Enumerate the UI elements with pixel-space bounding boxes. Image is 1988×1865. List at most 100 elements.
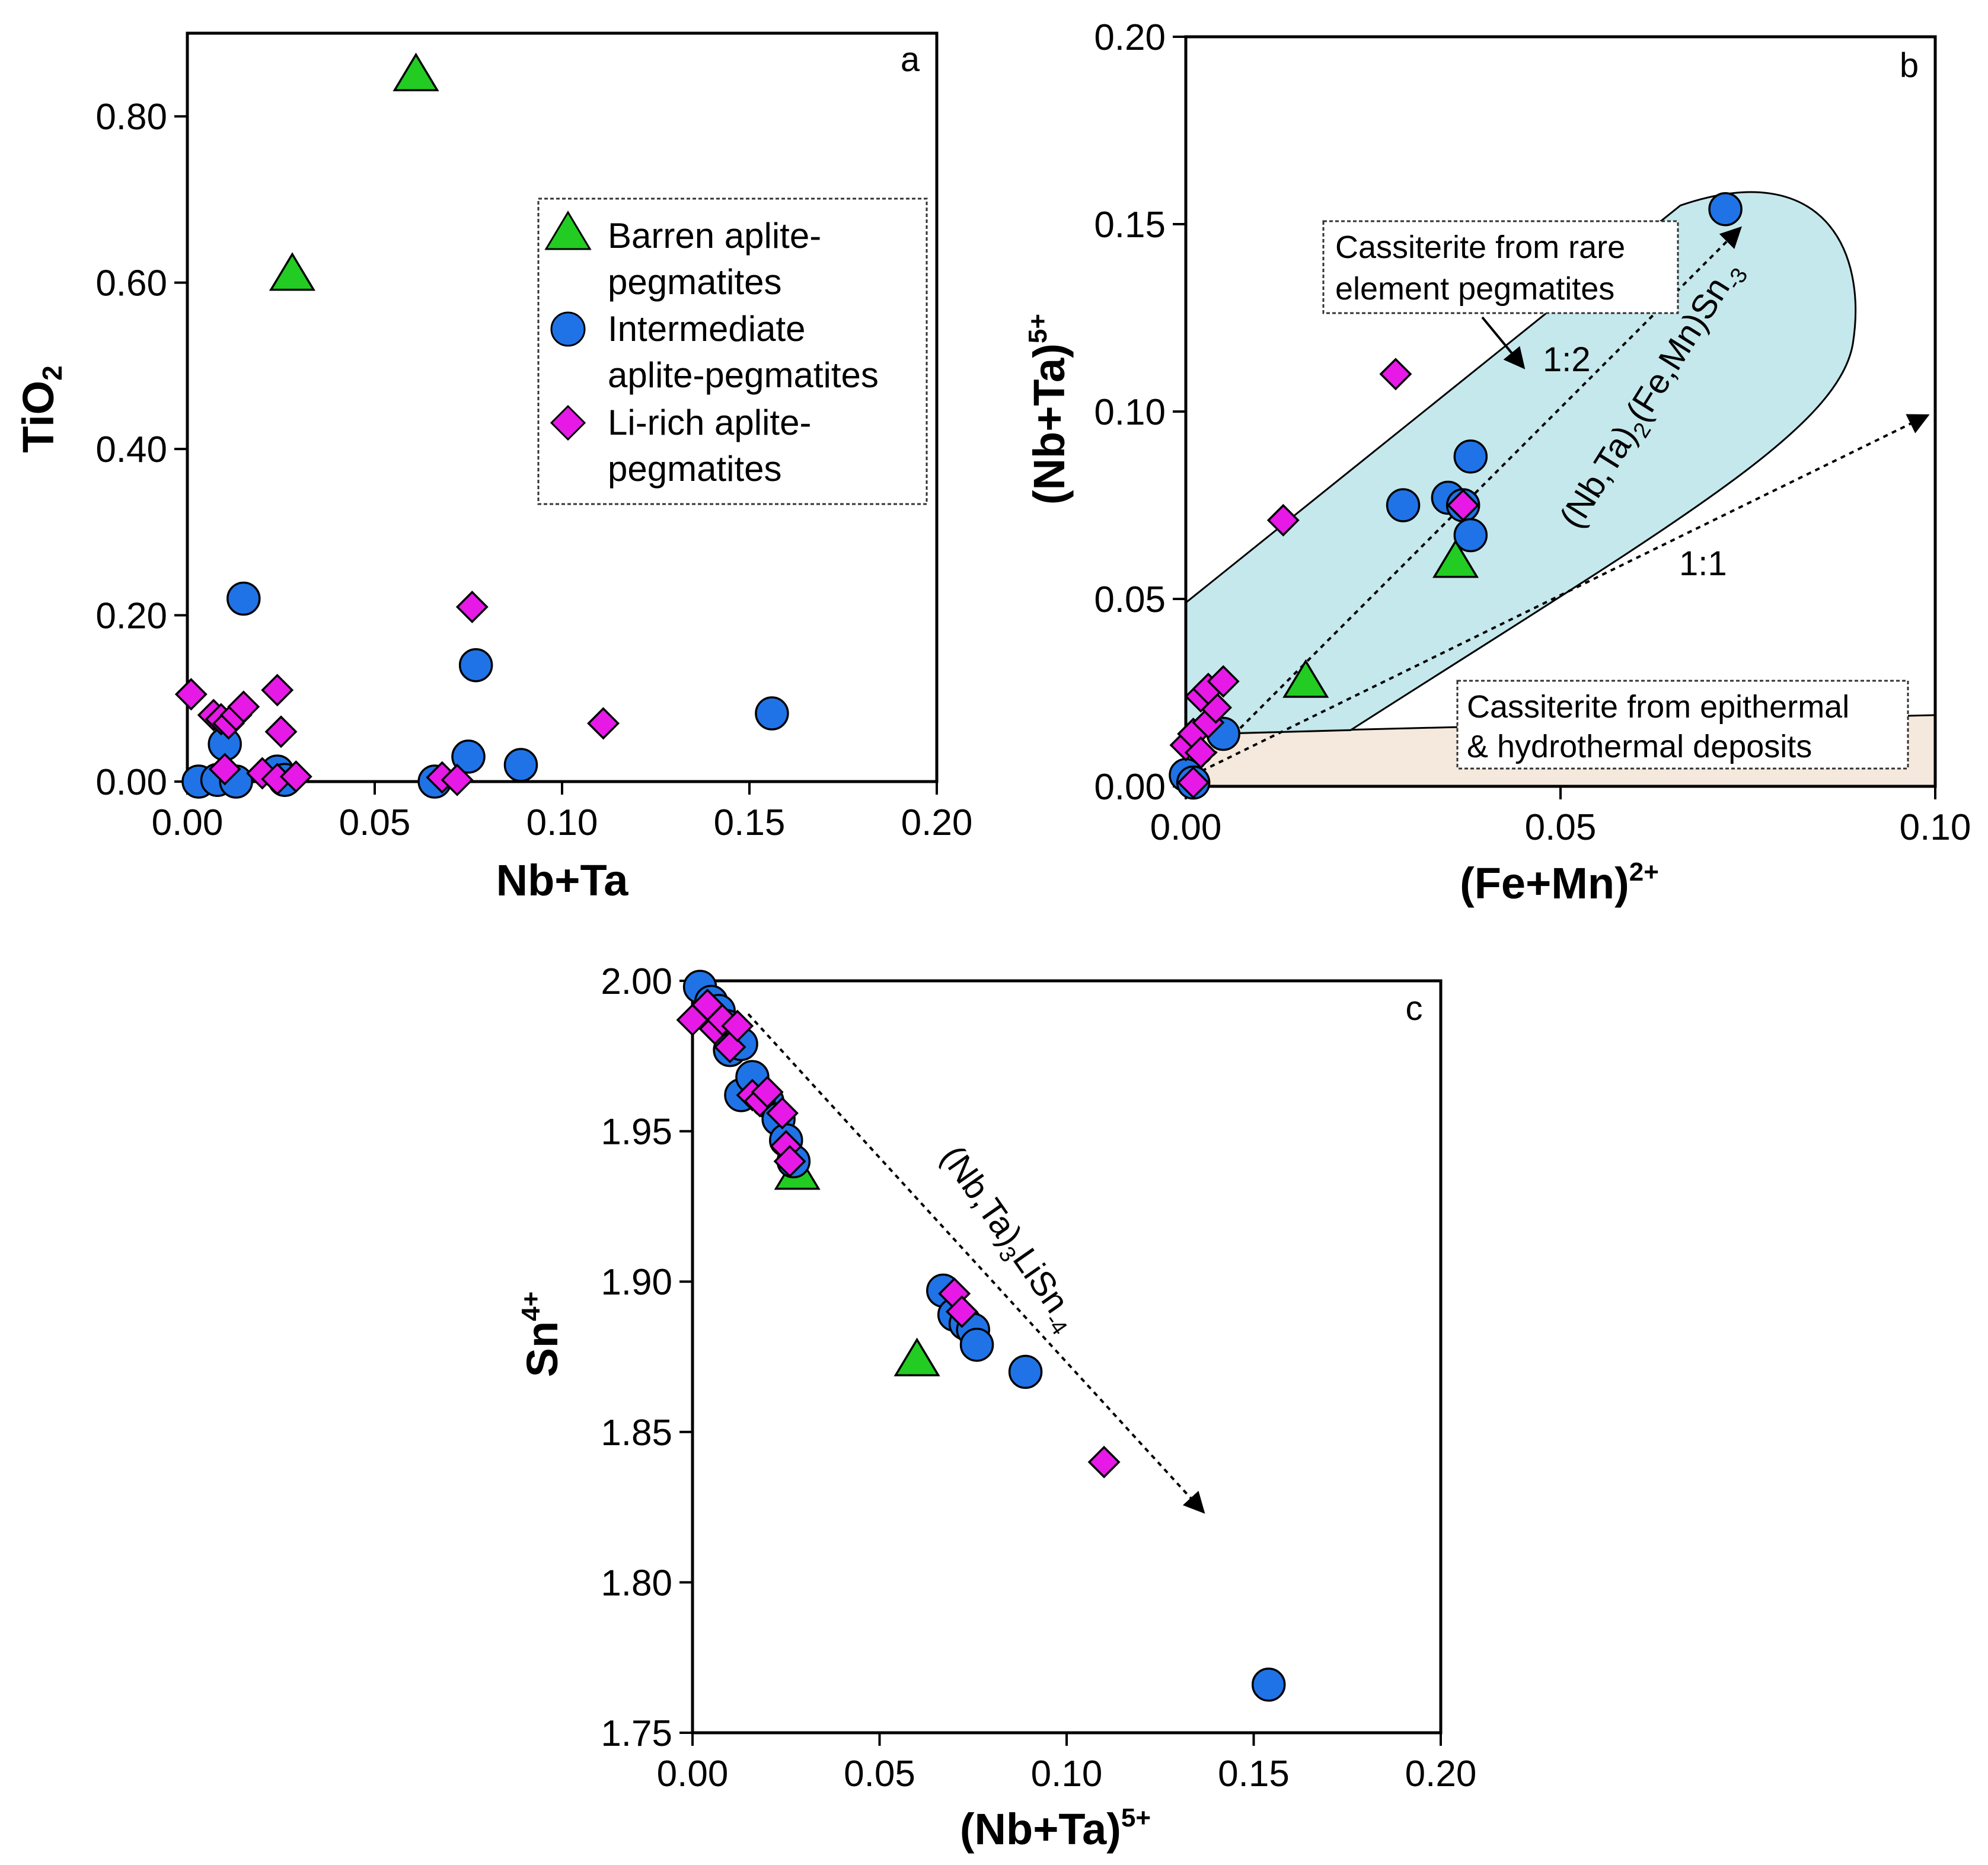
panel-b-frame xyxy=(1184,35,1937,788)
panel-c-diamond-point xyxy=(765,1096,799,1130)
panel-a-y-tick-label: 0.80 xyxy=(95,97,167,138)
panel-c-x-tick-label: 0.05 xyxy=(844,1754,915,1794)
panel-b-x-tick-label: 0.00 xyxy=(1150,807,1222,848)
panel-c-y-axis-title: Sn4+ xyxy=(516,1292,567,1378)
panel-b: 0.00 0.05 0.10 0.00 0.05 0.10 0.15 0.20 b Cassi… xyxy=(1023,17,1971,908)
diamond-marker-icon xyxy=(550,404,586,441)
panel-a-marks xyxy=(174,52,789,799)
panel-c-label: c xyxy=(1406,989,1423,1028)
panel-c-y-title-base: Sn xyxy=(518,1321,567,1378)
panel-c-y-title-sup: 4+ xyxy=(516,1292,545,1321)
ratio-1-1-arrow xyxy=(1192,414,1930,776)
panel-c-x-title-base: (Nb+Ta) xyxy=(960,1805,1121,1854)
panel-a-x-tick-label: 0.10 xyxy=(526,802,598,843)
legend-barren-line1: Barren aplite- xyxy=(608,216,821,256)
rare-field-label-line1: Cassiterite from rare xyxy=(1335,229,1625,265)
panel-c-diamond-point xyxy=(945,1295,978,1328)
legend-item-intermediate: Intermediate aplite-pegmatites xyxy=(550,309,879,395)
panel-a-label: a xyxy=(901,40,920,79)
panel-c-diamond-point xyxy=(1087,1446,1121,1478)
panel-c-y-tick-label: 1.85 xyxy=(601,1413,672,1453)
panel-a-diamond-point xyxy=(587,707,620,740)
panel-c-trend-arrow xyxy=(747,1013,1205,1514)
panel-b-y-tick-label: 0.15 xyxy=(1094,205,1166,246)
panel-b-y-axis-title: (Nb+Ta)5+ xyxy=(1023,314,1074,505)
panel-b-diamond-point xyxy=(1379,358,1412,391)
panel-a-diamond-point xyxy=(174,678,208,711)
panel-a: 0.00 0.05 0.10 0.15 0.20 0.00 0.20 0.40 0.60 0.80… xyxy=(14,31,972,905)
panel-c-y-tick-label: 2.00 xyxy=(601,961,672,1002)
ratio-1-1-label: 1:1 xyxy=(1679,544,1727,583)
panel-b-diamond-point xyxy=(1447,489,1480,522)
panel-a-x-tick-label: 0.15 xyxy=(714,802,786,843)
panel-a-x-tick-label: 0.00 xyxy=(152,802,224,843)
legend-intermediate-line2: aplite-pegmatites xyxy=(608,355,879,395)
panel-b-marks xyxy=(1169,192,1743,800)
legend-item-barren: Barren aplite- pegmatites xyxy=(544,211,821,302)
panel-c-circle-point xyxy=(959,1327,994,1362)
panel-c-triangle-point xyxy=(894,1337,940,1376)
rare-field-pointer xyxy=(1481,316,1526,369)
panel-a-circle-point xyxy=(458,648,493,683)
panel-a-frame xyxy=(186,31,939,783)
panel-b-y-tick-label: 0.00 xyxy=(1094,767,1166,808)
panel-b-label: b xyxy=(1900,46,1919,85)
epithermal-field-label-box xyxy=(1456,680,1909,770)
panel-a-y-tick-label: 0.60 xyxy=(95,263,167,304)
panel-c-x-tick-label: 0.00 xyxy=(657,1754,729,1794)
panel-c: 0.00 0.05 0.10 0.15 0.20 1.75 1.80 1.85 1.90 1.95… xyxy=(516,961,1476,1854)
panel-c-y-tick-label: 1.80 xyxy=(601,1563,672,1603)
panel-b-ticks: 0.00 0.05 0.10 0.00 0.05 0.10 0.15 0.20 xyxy=(1094,17,1971,848)
panel-c-ticks: 0.00 0.05 0.10 0.15 0.20 1.75 1.80 1.85 1.90 1.95… xyxy=(601,961,1476,1794)
legend-intermediate-line1: Intermediate xyxy=(608,309,806,349)
panel-b-triangle-point xyxy=(1282,659,1329,698)
legend-item-li-rich: Li-rich aplite- pegmatites xyxy=(550,403,811,489)
panel-c-x-axis-title: (Nb+Ta)5+ xyxy=(960,1803,1151,1854)
panel-a-triangle-point xyxy=(393,52,439,91)
legend: Barren aplite- pegmatites Intermediate a… xyxy=(537,197,928,505)
triangle-marker-icon xyxy=(544,211,592,250)
panel-b-x-axis-title: (Fe+Mn)2+ xyxy=(1460,857,1659,908)
panel-c-x-title-sup: 5+ xyxy=(1121,1803,1151,1832)
panel-a-circle-point xyxy=(226,581,261,616)
panel-c-x-tick-label: 0.10 xyxy=(1031,1754,1103,1794)
panel-a-diamond-point xyxy=(227,690,260,723)
panel-c-diamond-point xyxy=(721,1009,754,1043)
panel-b-x-tick-label: 0.05 xyxy=(1525,807,1597,848)
panel-c-diamond-point xyxy=(751,1076,784,1109)
panel-a-diamond-point xyxy=(279,760,312,793)
legend-li-rich-line2: pegmatites xyxy=(608,449,782,489)
panel-b-diamond-point xyxy=(1207,665,1240,698)
circle-marker-icon xyxy=(550,311,586,347)
panel-b-circle-point xyxy=(1453,439,1488,474)
panel-a-circle-point xyxy=(503,748,538,782)
panel-a-diamond-point xyxy=(264,715,298,748)
panel-b-circle-point xyxy=(1386,488,1421,522)
panel-c-frame xyxy=(691,979,1443,1735)
panel-a-y-title-base: TiO xyxy=(14,381,63,453)
panel-a-circle-point xyxy=(451,739,486,774)
panel-b-triangle-point xyxy=(1432,539,1479,578)
panel-b-x-tick-label: 0.10 xyxy=(1900,807,1971,848)
panel-c-y-tick-label: 1.75 xyxy=(601,1713,672,1754)
panel-a-y-tick-label: 0.20 xyxy=(95,596,167,637)
panel-c-marks xyxy=(676,970,1286,1702)
panel-b-y-tick-label: 0.20 xyxy=(1094,17,1166,58)
panel-b-y-tick-label: 0.05 xyxy=(1094,579,1166,620)
panel-a-y-tick-label: 0.40 xyxy=(95,429,167,470)
panel-b-y-tick-label: 0.10 xyxy=(1094,392,1166,433)
panel-a-diamond-point xyxy=(441,763,474,796)
panel-c-x-tick-label: 0.15 xyxy=(1218,1754,1290,1794)
panel-a-diamond-point xyxy=(208,753,241,786)
rare-field-label-box xyxy=(1322,220,1679,314)
ratio-1-2-label: 1:2 xyxy=(1543,340,1591,379)
panel-c-x-tick-label: 0.20 xyxy=(1405,1754,1477,1794)
panel-c-y-tick-label: 1.95 xyxy=(601,1112,672,1153)
legend-barren-line2: pegmatites xyxy=(608,262,782,302)
epithermal-field-label-line1: Cassiterite from epithermal xyxy=(1467,689,1849,725)
panel-a-x-tick-label: 0.05 xyxy=(339,802,411,843)
panel-b-x-title-base: (Fe+Mn) xyxy=(1460,859,1629,908)
panel-c-circle-point xyxy=(1008,1354,1043,1389)
panel-a-diamond-point xyxy=(455,591,489,624)
